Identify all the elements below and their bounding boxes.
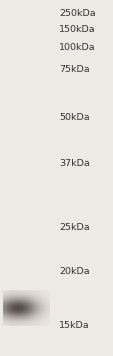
Text: 100kDa: 100kDa [59, 42, 95, 52]
Text: 50kDa: 50kDa [59, 114, 89, 122]
Text: 37kDa: 37kDa [59, 158, 89, 168]
Text: 75kDa: 75kDa [59, 66, 89, 74]
Text: 150kDa: 150kDa [59, 26, 95, 35]
Text: 25kDa: 25kDa [59, 224, 89, 232]
Text: 15kDa: 15kDa [59, 320, 89, 330]
Text: 20kDa: 20kDa [59, 267, 89, 277]
Text: 250kDa: 250kDa [59, 10, 95, 19]
